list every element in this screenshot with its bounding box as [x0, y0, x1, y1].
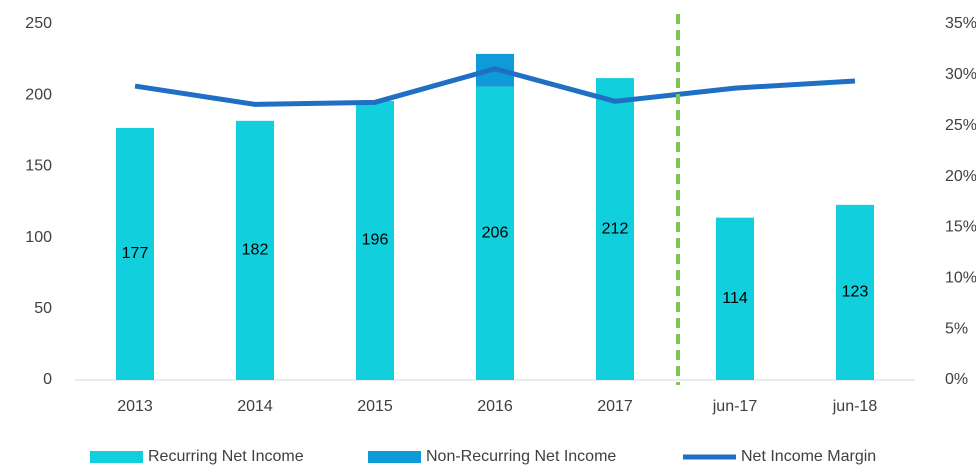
x-tick-label: 2017 [597, 398, 633, 415]
legend-label: Net Income Margin [741, 448, 876, 465]
y2-tick-label: 5% [945, 320, 968, 337]
y-tick-label: 150 [25, 158, 52, 175]
bar [596, 78, 634, 380]
y2-tick-label: 0% [945, 371, 968, 388]
y2-tick-label: 15% [945, 219, 976, 236]
legend-swatch [368, 451, 421, 463]
bar [356, 100, 394, 381]
y2-tick-label: 20% [945, 168, 976, 185]
line [134, 66, 856, 107]
legend-swatch [90, 451, 143, 463]
x-tick-label: 2015 [357, 398, 393, 415]
value-label: 177 [122, 245, 149, 262]
value-label: 182 [242, 242, 269, 259]
y2-tick-label: 10% [945, 270, 976, 287]
bar [236, 120, 274, 380]
y-tick-label: 200 [25, 86, 52, 103]
x-tick-label: 2014 [237, 398, 273, 415]
value-label: 123 [842, 284, 869, 301]
y2-tick-label: 30% [945, 66, 976, 83]
value-label: 206 [482, 225, 509, 242]
value-label: 212 [602, 220, 629, 237]
value-label: 196 [362, 232, 389, 249]
legend-label: Recurring Net Income [148, 448, 304, 465]
bar [116, 127, 154, 381]
bar [716, 217, 754, 380]
y-tick-label: 250 [25, 15, 52, 32]
bar [836, 204, 874, 380]
x-tick-label: jun-18 [832, 398, 878, 415]
legend-label: Non-Recurring Net Income [426, 448, 616, 465]
x-tick-label: 2013 [117, 398, 153, 415]
x-tick-label: 2016 [477, 398, 513, 415]
bar [476, 86, 514, 380]
y2-tick-label: 25% [945, 117, 976, 134]
y-tick-label: 100 [25, 229, 52, 246]
value-label: 114 [722, 290, 748, 307]
y-tick-label: 50 [34, 300, 52, 317]
x-tick-label: jun-17 [712, 398, 758, 415]
y2-tick-label: 35% [945, 15, 976, 32]
y-tick-label: 0 [43, 371, 52, 388]
